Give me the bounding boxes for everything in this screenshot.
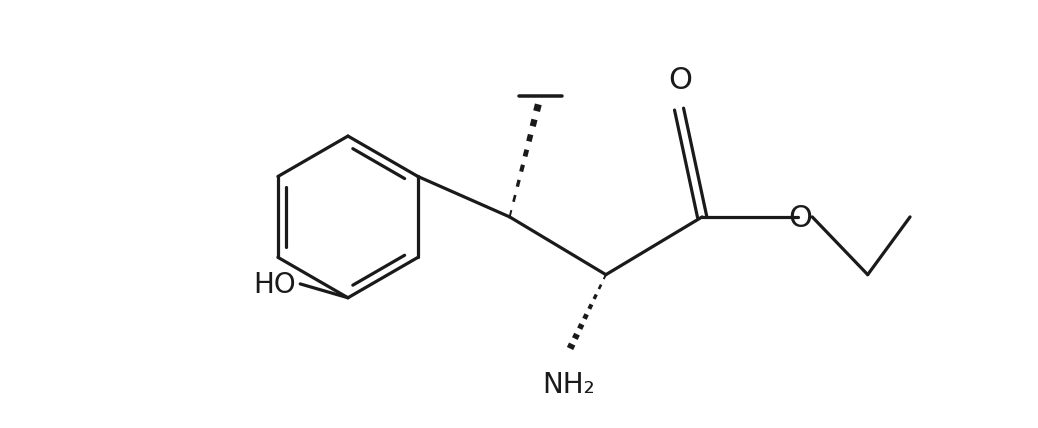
- Text: HO: HO: [253, 271, 297, 300]
- Text: NH₂: NH₂: [543, 371, 596, 399]
- Text: O: O: [668, 66, 692, 95]
- Text: O: O: [788, 204, 812, 233]
